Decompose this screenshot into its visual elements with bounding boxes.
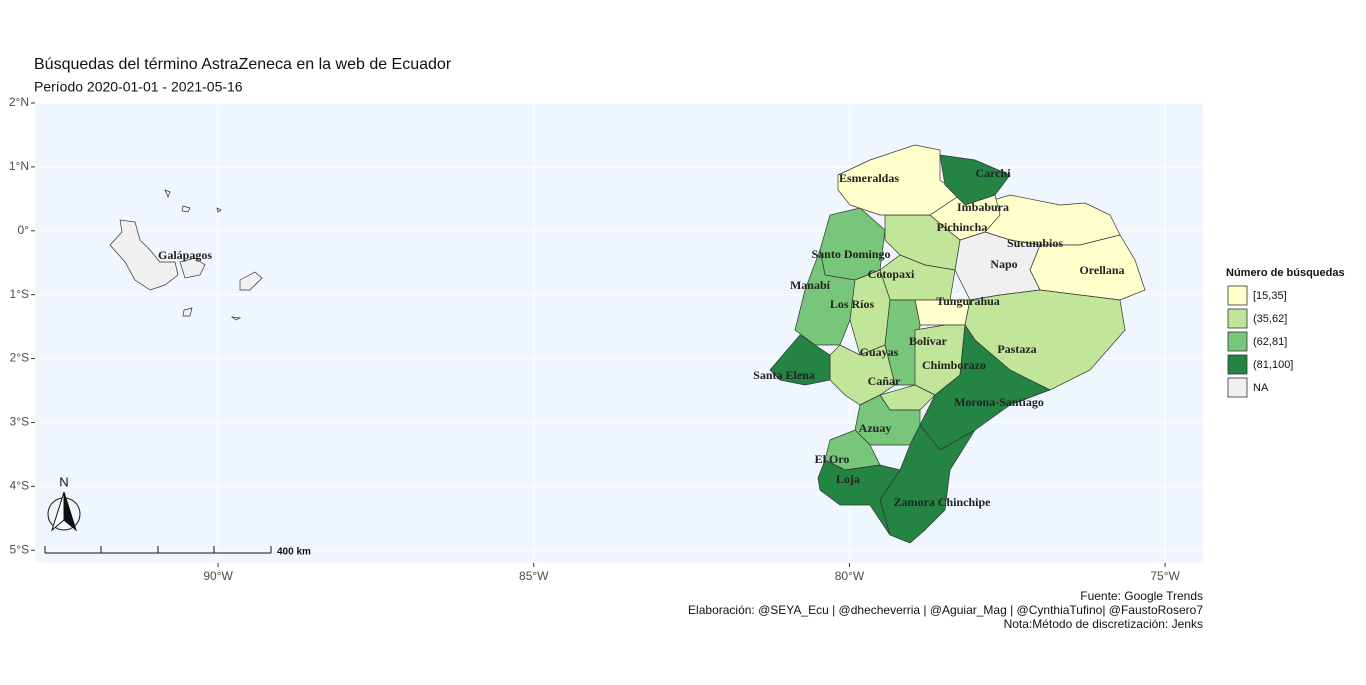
- province-label: Imbabura: [957, 200, 1009, 214]
- province-label: Santa Elena: [753, 368, 815, 382]
- y-tick-label: 3°S: [10, 415, 29, 429]
- province: [179, 257, 206, 279]
- province: [164, 189, 171, 198]
- legend-swatch: [1227, 354, 1248, 375]
- province: [181, 205, 191, 213]
- province: [239, 271, 263, 291]
- province-label: Carchi: [975, 166, 1011, 180]
- province: [954, 231, 1041, 301]
- y-tick-label: 1°S: [10, 287, 29, 301]
- legend-title: Número de búsquedas: [1226, 267, 1345, 279]
- province: [849, 269, 891, 356]
- north-label: N: [59, 474, 68, 489]
- y-tick-label: 0°: [18, 223, 30, 237]
- province: [216, 207, 222, 213]
- province-label: El Oro: [815, 452, 850, 466]
- y-tick-label: 2°S: [10, 351, 29, 365]
- province-label: Napo: [990, 257, 1017, 271]
- province-label: Pichincha: [937, 220, 988, 234]
- x-tick-label: 85°W: [519, 569, 549, 583]
- province-label: Manabí: [790, 278, 831, 292]
- province-label: Zamora Chinchipe: [893, 495, 991, 509]
- province-label: Loja: [836, 472, 860, 486]
- province: [182, 307, 193, 317]
- province-label: Azuay: [859, 421, 892, 435]
- province-label: Esmeraldas: [839, 171, 899, 185]
- x-tick-label: 90°W: [203, 569, 233, 583]
- subtitle: Período 2020-01-01 - 2021-05-16: [34, 79, 243, 95]
- legend-label: (62,81]: [1253, 336, 1287, 348]
- province-label: Pastaza: [997, 342, 1036, 356]
- legend-swatch: [1227, 331, 1248, 352]
- legend-label: (35,62]: [1253, 313, 1287, 325]
- legend-swatch: [1227, 377, 1248, 398]
- province-label: Tungurahua: [936, 294, 1000, 308]
- legend-label: [15,35]: [1253, 290, 1287, 302]
- legend-label: NA: [1253, 382, 1269, 394]
- province-label: Orellana: [1079, 263, 1124, 277]
- legend-swatch: [1227, 285, 1248, 306]
- province: [769, 334, 831, 386]
- province-label: Los Ríos: [830, 297, 875, 311]
- province: [939, 154, 1011, 206]
- y-tick-label: 2°N: [9, 95, 29, 109]
- title: Búsquedas del término AstraZeneca en la …: [34, 56, 452, 73]
- province: [109, 219, 179, 291]
- province-label: Cañar: [868, 374, 901, 388]
- region-labels: Galápagos Sucumbios Orellana Napo Imbabura Pi…: [158, 166, 1125, 509]
- caption: Elaboración: @SEYA_Ecu | @dhecheverria |…: [688, 603, 1203, 617]
- province: [230, 316, 242, 321]
- province-label: Guayas: [860, 345, 899, 359]
- caption: Nota:Método de discretización: Jenks: [1004, 617, 1203, 631]
- caption: Fuente: Google Trends: [1080, 589, 1203, 603]
- scale-label: 400 km: [277, 547, 311, 558]
- regions: [109, 144, 1146, 544]
- province: [817, 459, 901, 536]
- north-arrow-right: [63, 491, 77, 532]
- x-tick-label: 75°W: [1150, 569, 1180, 583]
- legend-label: (81,100]: [1253, 359, 1293, 371]
- legend-swatch: [1227, 308, 1248, 329]
- y-tick-label: 1°N: [9, 159, 29, 173]
- province-label: Cotopaxi: [868, 267, 915, 281]
- province-label: Chimborazo: [922, 358, 986, 372]
- y-tick-label: 4°S: [10, 479, 29, 493]
- province-label: Galápagos: [158, 248, 212, 262]
- province-label: Santo Domingo: [811, 247, 890, 261]
- province: [879, 424, 976, 544]
- x-tick-label: 80°W: [835, 569, 865, 583]
- province-label: Bolívar: [909, 334, 948, 348]
- province-label: Morona-Santiago: [954, 395, 1044, 409]
- province-label: Sucumbios: [1007, 236, 1063, 250]
- y-tick-label: 5°S: [10, 542, 29, 556]
